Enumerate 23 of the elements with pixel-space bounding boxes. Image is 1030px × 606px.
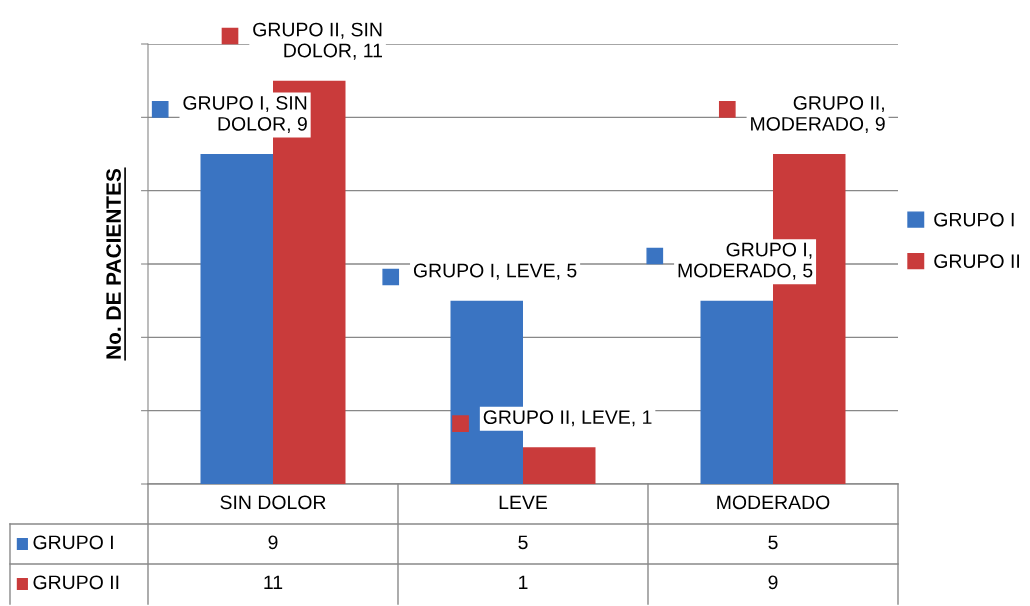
legend-label: GRUPO II	[934, 254, 1019, 269]
legend-label: GRUPO I	[33, 535, 113, 550]
text: GRUPO II	[33, 575, 119, 590]
data-label: 9	[768, 575, 778, 590]
bar	[523, 447, 596, 484]
bar	[700, 300, 773, 484]
annotation: GRUPO I, MODERADO, 5	[678, 242, 813, 280]
text: GRUPO I	[934, 212, 1014, 227]
data-label: 1	[519, 575, 528, 590]
annotation: GRUPO II, LEVE, 1	[483, 410, 652, 427]
y-axis-title: No. DE PACIENTES	[106, 168, 121, 359]
x-tick-label: LEVE	[499, 495, 548, 510]
data-label: 5	[768, 535, 778, 550]
annotation: GRUPO II, SIN DOLOR, 11	[253, 22, 382, 60]
annotation: GRUPO I, LEVE, 5	[413, 263, 577, 280]
data-label: 9	[268, 535, 278, 550]
bar	[200, 154, 273, 484]
x-tick-label: SIN DOLOR	[220, 495, 326, 510]
data-label: 11	[264, 575, 283, 590]
annotation: GRUPO II, MODERADO, 9	[751, 96, 885, 134]
data-label: 5	[518, 535, 528, 550]
x-tick-label: MODERADO	[717, 495, 830, 510]
annotation: GRUPO I, SIN DOLOR, 9	[183, 96, 307, 134]
